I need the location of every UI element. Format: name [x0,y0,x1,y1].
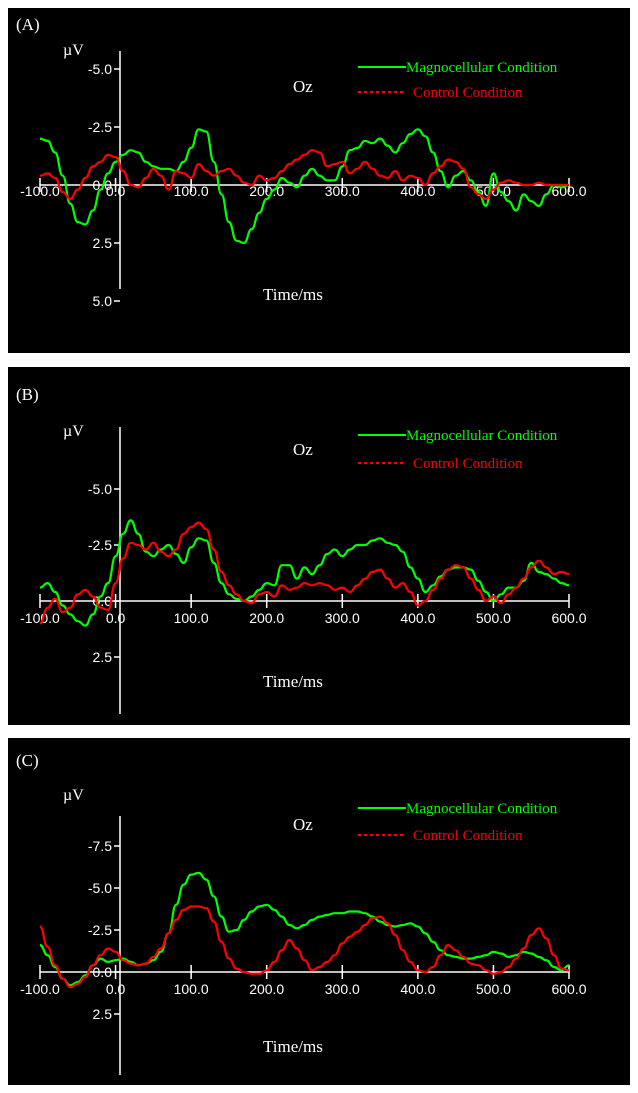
y-tick-label: -2.5 [88,922,112,938]
control-series-line [39,905,570,989]
x-tick-label: 500.0 [476,183,511,199]
electrode-label: Oz [293,77,313,96]
legend-magno-label: Magnocellular Condition [406,801,558,817]
y-axis-label: µV [63,423,84,440]
x-tick-label: 0.0 [106,183,126,199]
x-axis-label: Time/ms [263,285,323,304]
panel-label: (B) [16,385,39,404]
x-tick-label: 400.0 [400,981,435,997]
x-tick-label: 200.0 [249,610,284,626]
erp-panel-a: (A) µV -100.0 0.0 100.0 200.0 300.0 400.0 500.0 6… [8,8,630,353]
y-tick-label: 2.5 [93,1006,113,1022]
y-tick-label: -5.0 [88,880,112,896]
erp-panel-c: (C) µV -100.0 0.0 100.0 200.0 300.0 400.0 500.0 6… [8,738,630,1085]
magnocellular-series-line [39,871,570,987]
x-tick-label: 400.0 [400,610,435,626]
x-tick-label: -100.0 [20,610,60,626]
legend-magno-label: Magnocellular Condition [406,428,558,444]
x-axis-label: Time/ms [263,1037,323,1056]
erp-chart-a: (A)µV-100.0 0.0 100.0 200.0 300.0 400.0 500.0 6… [16,15,587,309]
magnocellular-series-line [39,519,570,627]
y-tick-label: -7.5 [88,838,112,854]
y-tick-label: 2.5 [93,235,113,251]
erp-chart-b: (B) µV -100.0 0.0 100.0 200.0 300.0 400.0 500.0 6… [16,385,587,714]
x-tick-label: 0.0 [106,610,126,626]
control-series-line [39,149,569,200]
x-tick-label: 100.0 [174,183,209,199]
x-tick-label: 100.0 [174,981,209,997]
y-tick-label: 2.5 [93,649,113,665]
panel-label: (A) [16,15,40,34]
erp-panel-b: (B) µV -100.0 0.0 100.0 200.0 300.0 400.0 500.0 6… [8,367,630,725]
legend-control-label: Control Condition [413,85,523,101]
x-tick-label: 0.0 [106,981,126,997]
x-tick-label: 400.0 [400,183,435,199]
x-tick-label: 600.0 [551,610,586,626]
x-tick-label: 200.0 [249,183,284,199]
y-tick-label: -5.0 [88,481,112,497]
x-tick-label: 600.0 [551,981,586,997]
y-tick-label: -2.5 [88,537,112,553]
panel-label: (C) [16,751,39,770]
x-tick-label: 300.0 [325,610,360,626]
y-axis-label: µV [63,787,84,804]
control-series-line [39,521,570,625]
electrode-label: Oz [293,815,313,834]
x-tick-label: 300.0 [325,981,360,997]
y-axis-label: µV [63,42,84,59]
legend-control-label: Control Condition [413,828,523,844]
y-tick-label: -5.0 [88,61,112,77]
x-tick-label: 500.0 [476,981,511,997]
x-tick-label: 500.0 [476,610,511,626]
electrode-label: Oz [293,440,313,459]
y-tick-label: 5.0 [93,293,113,309]
x-tick-label: -100.0 [20,183,60,199]
x-axis-label: Time/ms [263,672,323,691]
erp-chart-c: (C) µV -100.0 0.0 100.0 200.0 300.0 400.0 500.0 6… [16,751,587,1075]
legend-control-label: Control Condition [413,456,523,472]
y-tick-label: 0.0 [93,964,113,980]
y-tick-label: -2.5 [88,119,112,135]
x-tick-label: 100.0 [174,610,209,626]
x-tick-label: 200.0 [249,981,284,997]
x-tick-label: -100.0 [20,981,60,997]
x-tick-label: 300.0 [325,183,360,199]
legend-magno-label: Magnocellular Condition [406,60,558,76]
